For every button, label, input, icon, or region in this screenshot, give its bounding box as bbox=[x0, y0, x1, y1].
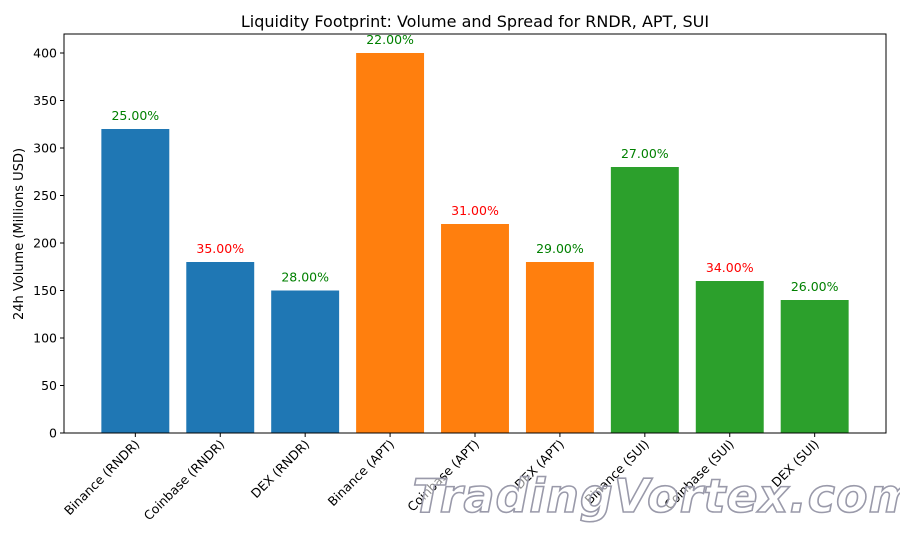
data-label: 27.00% bbox=[621, 146, 669, 161]
data-label: 31.00% bbox=[451, 203, 499, 218]
bar bbox=[356, 53, 425, 433]
data-label: 35.00% bbox=[196, 241, 244, 256]
data-label: 22.00% bbox=[366, 32, 414, 47]
data-label: 29.00% bbox=[536, 241, 584, 256]
bar bbox=[441, 224, 509, 433]
y-tick-label: 250 bbox=[33, 188, 57, 203]
y-tick-label: 350 bbox=[33, 93, 57, 108]
x-tick-label: Binance (RNDR) bbox=[61, 437, 142, 518]
bar bbox=[695, 281, 764, 433]
bar bbox=[101, 129, 170, 433]
bars-group bbox=[101, 53, 849, 433]
bar bbox=[610, 167, 679, 433]
bar bbox=[525, 262, 594, 433]
chart-title: Liquidity Footprint: Volume and Spread f… bbox=[241, 12, 709, 31]
x-tick-label: Coinbase (RNDR) bbox=[141, 437, 228, 524]
data-label: 28.00% bbox=[281, 270, 329, 285]
y-tick-label: 0 bbox=[49, 426, 57, 441]
y-tick-label: 50 bbox=[41, 378, 57, 393]
x-tick-label: Binance (APT) bbox=[325, 437, 398, 510]
y-axis: 0 50 100 150 200 250 300 350 400 bbox=[33, 46, 64, 441]
data-label: 25.00% bbox=[111, 108, 159, 123]
data-label: 26.00% bbox=[791, 279, 839, 294]
data-label: 34.00% bbox=[706, 260, 754, 275]
y-tick-label: 200 bbox=[33, 236, 57, 251]
y-tick-label: 150 bbox=[33, 283, 57, 298]
y-axis-label: 24h Volume (Millions USD) bbox=[12, 148, 27, 320]
bar bbox=[186, 262, 255, 433]
bar bbox=[271, 290, 340, 433]
x-tick-label: DEX (RNDR) bbox=[248, 437, 312, 501]
y-tick-label: 100 bbox=[33, 331, 57, 346]
y-tick-label: 300 bbox=[33, 141, 57, 156]
data-labels-group: 25.00% 35.00% 28.00% 22.00% 31.00% 29.00% 27.0… bbox=[111, 32, 838, 294]
y-tick-label: 400 bbox=[33, 46, 57, 61]
watermark: TradingVortex.com bbox=[412, 469, 900, 523]
plot-frame bbox=[63, 33, 887, 434]
bar bbox=[780, 300, 849, 433]
